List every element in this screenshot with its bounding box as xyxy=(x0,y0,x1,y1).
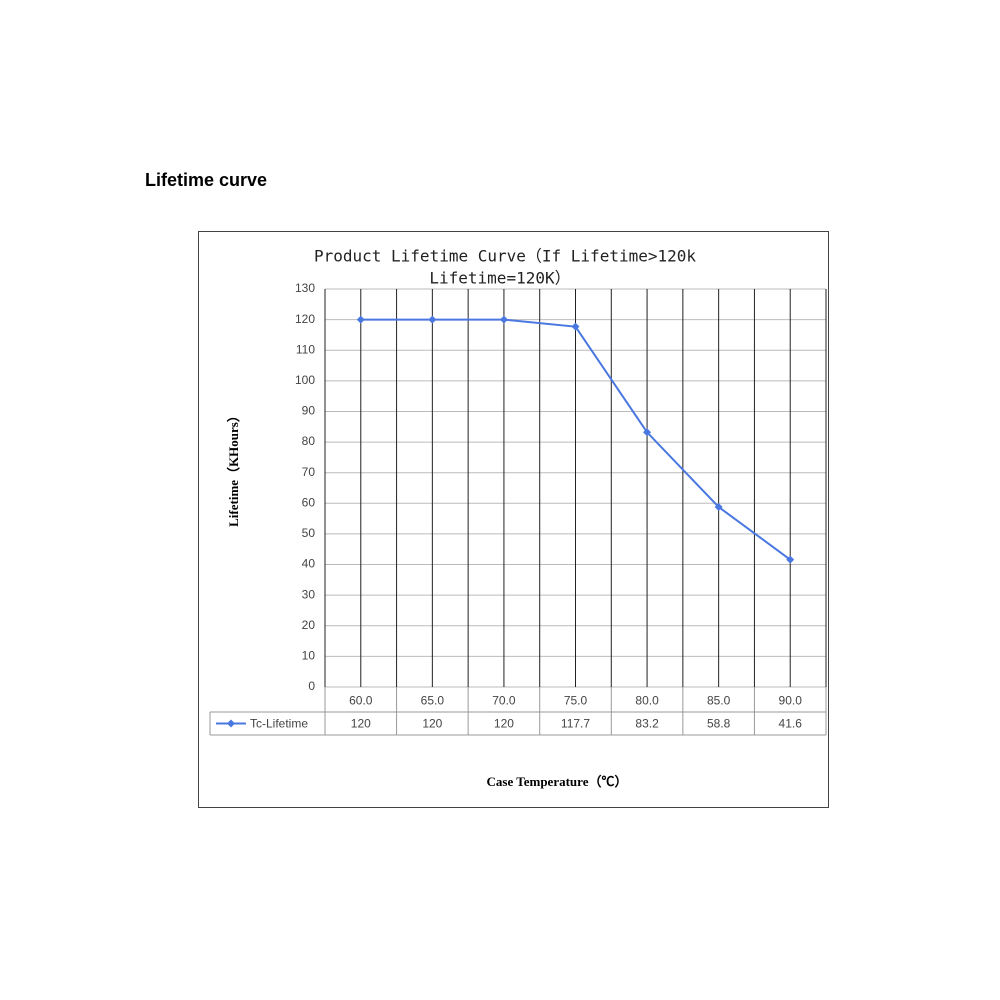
x-tick-label: 60.0 xyxy=(349,694,373,708)
y-tick-label: 110 xyxy=(296,342,315,356)
legend-marker xyxy=(227,719,235,728)
y-tick-label: 20 xyxy=(302,618,316,632)
data-table-value: 120 xyxy=(351,717,371,731)
y-tick-label: 50 xyxy=(302,526,316,540)
y-tick-label: 0 xyxy=(308,679,315,693)
x-tick-label: 70.0 xyxy=(492,694,516,708)
data-point xyxy=(643,428,652,437)
y-tick-label: 10 xyxy=(302,649,316,663)
x-axis-label: Case Temperature（℃） xyxy=(487,774,628,789)
y-tick-label: 80 xyxy=(302,434,316,448)
x-tick-label: 85.0 xyxy=(707,694,731,708)
x-tick-label: 90.0 xyxy=(779,694,803,708)
data-point xyxy=(571,322,580,331)
y-tick-label: 40 xyxy=(302,557,316,571)
data-point xyxy=(428,315,437,324)
y-axis-label: Lifetime（KHours） xyxy=(226,409,241,527)
y-tick-label: 60 xyxy=(302,495,316,509)
section-heading: Lifetime curve xyxy=(145,170,267,190)
data-table-value: 120 xyxy=(422,717,442,731)
y-tick-label: 90 xyxy=(302,404,316,418)
chart-title: Lifetime=120K） xyxy=(429,269,570,288)
data-point xyxy=(499,315,508,324)
y-tick-label: 70 xyxy=(302,465,316,479)
data-table-value: 83.2 xyxy=(635,717,659,731)
y-tick-label: 30 xyxy=(302,587,316,601)
data-table-value: 117.7 xyxy=(561,717,590,731)
y-tick-label: 120 xyxy=(295,312,315,326)
data-point xyxy=(714,502,723,511)
x-tick-label: 75.0 xyxy=(564,694,588,708)
data-table-value: 120 xyxy=(494,717,514,731)
data-table-value: 41.6 xyxy=(779,717,803,731)
data-table-value: 58.8 xyxy=(707,717,731,731)
legend-label: Tc-Lifetime xyxy=(250,717,308,731)
data-point xyxy=(356,315,365,324)
data-point xyxy=(786,555,795,564)
y-tick-label: 130 xyxy=(295,281,315,295)
x-tick-label: 65.0 xyxy=(421,694,445,708)
chart-title: Product Lifetime Curve（If Lifetime>120k xyxy=(314,247,696,266)
x-tick-label: 80.0 xyxy=(635,694,659,708)
y-tick-label: 100 xyxy=(295,373,315,387)
